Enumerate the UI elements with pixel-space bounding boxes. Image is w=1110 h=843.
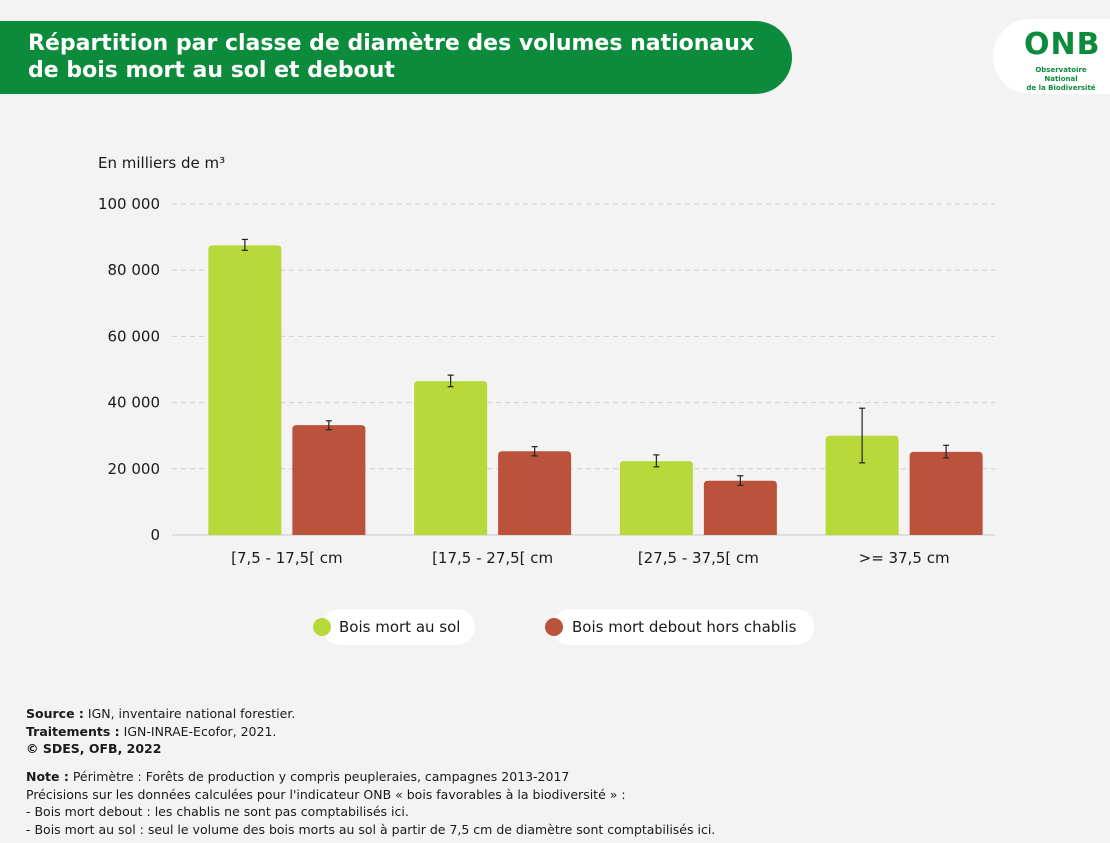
- chart-title: Répartition par classe de diamètre des v…: [28, 31, 755, 83]
- legend-item-bois-mort-au-sol: [322, 609, 475, 645]
- logo-subtitle-line1: Observatoire National: [1035, 66, 1087, 83]
- y-tick-label: 100 000: [98, 195, 160, 213]
- legend-label-bois-mort-debout: Bois mort debout hors chablis: [572, 618, 797, 636]
- legend-label-bois-mort-au-sol: Bois mort au sol: [339, 618, 461, 636]
- treatments-line: Traitements : IGN-INRAE-Ecofor, 2021.: [26, 723, 295, 741]
- note-line-4: - Bois mort au sol : seul le volume des …: [26, 821, 716, 837]
- y-tick-label: 60 000: [108, 327, 161, 345]
- x-tick-label: [27,5 - 37,5[ cm: [638, 549, 759, 567]
- source-label: Source :: [26, 706, 84, 721]
- source-block: Source : IGN, inventaire national forest…: [26, 705, 295, 758]
- bar: [909, 451, 983, 535]
- onb-logo: [993, 19, 1110, 94]
- y-tick-label: 40 000: [108, 394, 161, 412]
- logo-subtitle-line2: de la Biodiversité: [1026, 84, 1096, 92]
- logo-subtitle: Observatoire National de la Biodiversité: [1018, 66, 1104, 93]
- bar: [619, 461, 693, 535]
- logo-word: ONB: [1024, 27, 1101, 62]
- bar: [498, 451, 572, 535]
- y-tick-label: 20 000: [108, 460, 161, 478]
- bar: [414, 381, 488, 535]
- treatments-label: Traitements :: [26, 723, 120, 739]
- note-line-3: - Bois mort debout : les chablis ne sont…: [26, 804, 409, 819]
- legend-item-bois-mort-debout: [552, 609, 814, 645]
- bar: [703, 480, 777, 535]
- x-tick-label: [7,5 - 17,5[ cm: [231, 549, 343, 567]
- source-text: IGN, inventaire national forestier.: [83, 706, 296, 721]
- y-tick-label: 80 000: [108, 261, 161, 279]
- y-axis-unit-label: En milliers de m³: [98, 154, 226, 172]
- x-tick-label: [17,5 - 27,5[ cm: [432, 549, 553, 567]
- bar: [825, 435, 899, 535]
- x-tick-label: >= 37,5 cm: [859, 549, 950, 567]
- y-tick-label: 0: [150, 526, 160, 544]
- note-block: Note : Périmètre : Forêts de production …: [26, 768, 715, 838]
- note-label: Note :: [26, 769, 69, 784]
- note-line-1: Note : Périmètre : Forêts de production …: [26, 768, 715, 786]
- title-banner: [0, 21, 792, 94]
- note-text-1: Périmètre : Forêts de production y compr…: [68, 769, 570, 784]
- legend-swatch-bois-mort-au-sol: [313, 618, 331, 636]
- legend-swatch-bois-mort-debout: [545, 618, 563, 636]
- copyright-text: © SDES, OFB, 2022: [26, 741, 162, 756]
- bar: [292, 425, 366, 535]
- bar-chart: 0 20 000 40 000 60 000 80 000 100 000 [7,5 - 1…: [98, 195, 995, 567]
- bar: [208, 245, 282, 535]
- treatments-text: IGN-INRAE-Ecofor, 2021.: [119, 723, 277, 739]
- note-line-2: Précisions sur les données calculées pou…: [26, 786, 626, 802]
- copyright-line: © SDES, OFB, 2022: [26, 740, 295, 758]
- source-line: Source : IGN, inventaire national forest…: [26, 705, 295, 723]
